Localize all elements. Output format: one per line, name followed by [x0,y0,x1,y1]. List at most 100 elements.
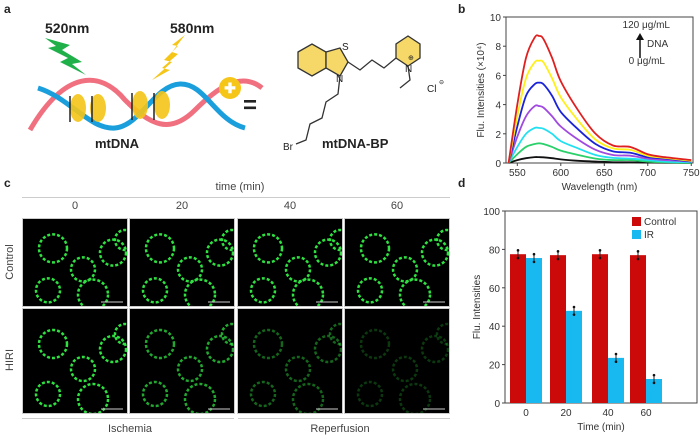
micrograph-control-20 [129,218,244,311]
time-column-0: 0 [71,200,79,212]
spectrum-line-1 [507,142,692,164]
data-point [516,249,520,252]
ischemia-divider [22,418,234,419]
cell-mitochondria [359,233,391,264]
y-axis-label: Flu. Intensities (×10⁴) [476,42,487,137]
cell-mitochondria [420,238,450,267]
panel-label-b: b [458,2,466,16]
cell-mitochondria [176,256,204,283]
data-point [636,250,640,253]
green-lightning-icon [45,38,86,75]
atom-s: S [342,42,349,53]
cell-mitochondria [328,322,352,346]
time-column-60: 60 [390,200,404,212]
data-point [572,305,576,309]
spectrum-line-6 [507,34,692,164]
bar-control [550,255,566,403]
cell-mitochondria [37,233,69,264]
spectrum-line-5 [507,59,692,164]
time-column-40: 40 [283,200,297,212]
cell-mitochondria [220,322,244,346]
svg-text:✚: ✚ [224,80,236,96]
data-point [532,260,536,264]
annotation-dna: DNA [647,39,668,50]
spectrum-line-2 [507,126,692,164]
cell-mitochondria [435,322,459,346]
cell-mitochondria [252,233,284,264]
y-tick-label: 2 [495,130,501,141]
cell-mitochondria [98,238,128,267]
cell-mitochondria [391,256,419,283]
y-axis-label: Flu. Intensities [472,275,483,339]
bar-ir [608,357,624,403]
mtdna-label: mtDNA [95,136,140,151]
legend-swatch-ir [632,230,641,239]
reperfusion-divider [238,418,450,419]
y-tick-label: 10 [490,13,502,24]
yellow-lightning-icon [152,35,185,80]
atom-br: Br [283,142,294,153]
cell-mitochondria [313,238,343,267]
data-point [556,250,560,253]
cell-mitochondria [113,322,137,346]
cell-mitochondria [183,278,217,311]
cell-mitochondria [34,380,62,408]
cell-mitochondria [398,278,432,311]
x-tick-label: 600 [552,168,569,179]
data-point [516,256,520,260]
x-tick-label: 0 [523,408,529,419]
cell-mitochondria [398,382,432,416]
cell-mitochondria [359,328,391,360]
data-point [598,256,602,260]
cell-mitochondria [183,382,217,416]
y-tick-label: 6 [495,71,501,82]
excitation-label: 520nm [45,20,90,36]
y-tick-label: 80 [489,245,501,256]
spectrum-line-3 [507,104,692,164]
cell-mitochondria [249,380,277,408]
cell-mitochondria [176,355,204,383]
cell-mitochondria [391,355,419,383]
atom-minus: ⊖ [439,80,444,86]
plot-frame [505,16,694,164]
cell-mitochondria [144,233,176,264]
legend-swatch-control [632,217,641,226]
cell-mitochondria [34,277,62,304]
cell-mitochondria [98,334,128,364]
cell-mitochondria [141,380,169,408]
emission-spectra-chart: 550 600 650 700 750 0 2 4 6 8 10 Wavelength (nm) Flu… [476,13,700,193]
y-tick-label: 40 [489,322,501,333]
bar-ir [646,379,662,403]
y-tick-label: 0 [495,159,501,170]
micrograph-hiri-40 [237,308,352,416]
mtdna-probe-schematic: ✚ S N N ⊕ Br Cl ⊖ [27,35,444,153]
emission-label: 580nm [170,20,215,36]
data-point [652,381,656,385]
y-tick-label: 0 [494,399,500,410]
phase-ischemia: Ischemia [107,423,153,435]
cell-mitochondria [252,328,284,360]
atom-plus: ⊕ [408,55,414,62]
arrow-head-icon [636,33,644,40]
x-axis-label: Wavelength (nm) [562,182,638,193]
equals-sign: = [243,92,258,119]
cell-mitochondria [356,277,384,304]
phase-reperfusion: Reperfusion [310,423,370,435]
annotation-top: 120 μg/mL [623,20,671,31]
cell-mitochondria [313,334,343,364]
cell-mitochondria [76,278,110,311]
cell-mitochondria [249,277,277,304]
micrograph-control-40 [237,218,352,311]
bar-ir [566,310,582,403]
micrograph-hiri-0 [22,308,137,416]
bar-control [592,254,608,403]
spectrum-line-4 [507,81,692,164]
x-tick-label: 650 [596,168,613,179]
row-label-control: Control [4,243,16,280]
cell-mitochondria [420,334,450,364]
data-point [614,352,618,356]
atom-cl: Cl [427,84,436,95]
legend-label-control: Control [644,217,676,228]
atom-n1: N [336,74,343,85]
bar-control [630,255,646,403]
